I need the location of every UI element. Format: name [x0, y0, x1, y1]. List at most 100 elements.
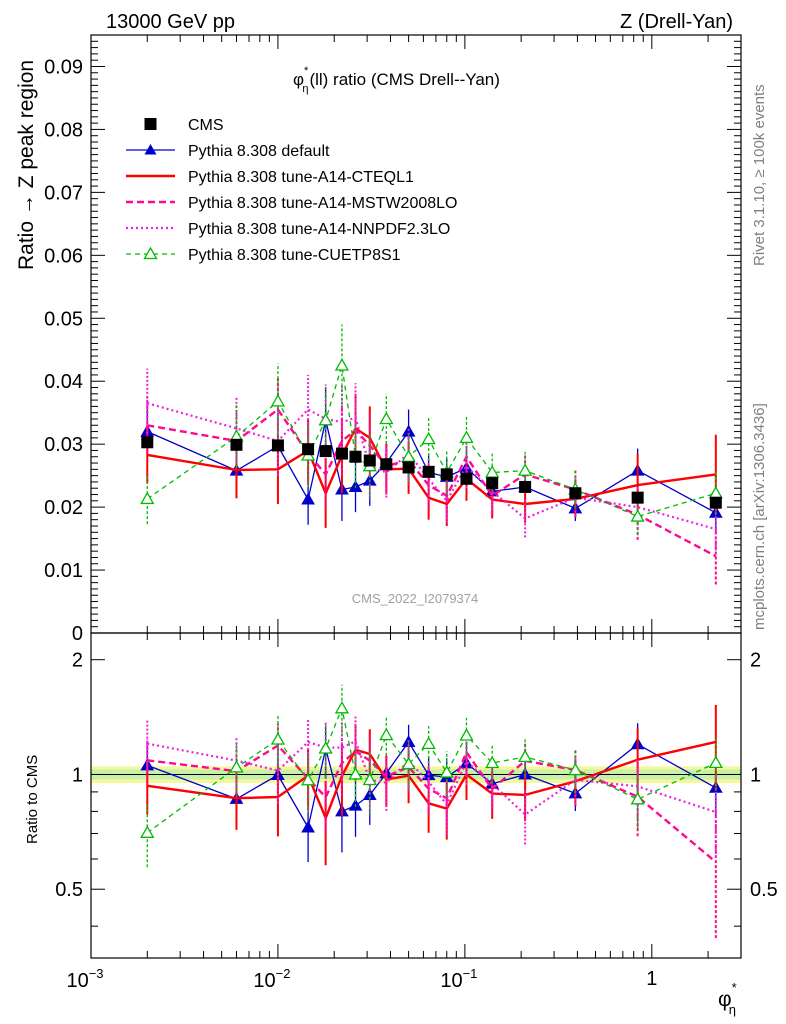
- main-y-tick-label: 0.01: [44, 560, 83, 582]
- series-line: [147, 419, 717, 514]
- data-marker: [379, 411, 394, 425]
- series-line: [147, 740, 717, 820]
- cms-data-point: [230, 438, 243, 451]
- legend-entry: Pythia 8.308 default: [126, 143, 330, 160]
- xlabel-sub: η: [729, 1002, 736, 1017]
- legend-entry: Pythia 8.308 tune-CUETP8S1: [126, 246, 401, 264]
- main-y-tick-label: 0.07: [44, 182, 83, 204]
- data-marker: [517, 749, 533, 763]
- legend-label: Pythia 8.308 tune-CUETP8S1: [188, 247, 401, 264]
- ratio-frame: [90, 632, 742, 959]
- main-y-tick-label: 0.09: [44, 56, 83, 78]
- x-tick-label: 10−1: [440, 966, 477, 992]
- legend-label: Pythia 8.308 tune-A14-CTEQL1: [188, 169, 414, 186]
- cms-data-point: [319, 445, 332, 458]
- legend-entry: CMS: [144, 117, 224, 134]
- ratio-y-tick-label: 2: [72, 650, 83, 672]
- legend-label: CMS: [188, 117, 224, 134]
- ratio-y-tick-label-right: 0.5: [750, 879, 778, 901]
- main-series: [140, 324, 723, 585]
- data-marker: [229, 760, 244, 773]
- data-marker: [379, 727, 394, 741]
- legend-entry: Pythia 8.308 tune-A14-MSTW2008LO: [126, 195, 457, 212]
- data-marker: [459, 430, 474, 444]
- data-marker: [421, 431, 436, 445]
- cms-data-point: [422, 465, 435, 478]
- header-right: Z (Drell-Yan): [620, 11, 733, 33]
- x-tick-label: 10−3: [66, 966, 103, 992]
- data-marker: [485, 465, 500, 478]
- cms-data-point: [486, 477, 499, 490]
- data-marker: [270, 732, 286, 745]
- data-marker: [630, 792, 645, 805]
- main-y-tick-label: 0.02: [44, 497, 83, 519]
- cms-data-point: [440, 468, 453, 481]
- data-marker: [270, 394, 286, 407]
- cms-data-point: [709, 496, 722, 509]
- data-marker: [401, 449, 416, 462]
- title-rest: (ll) ratio (CMS Drell--Yan): [309, 70, 499, 89]
- cms-data-point: [569, 487, 582, 500]
- legend-entry: Pythia 8.308 tune-A14-CTEQL1: [126, 169, 414, 186]
- data-marker: [318, 412, 333, 426]
- data-marker: [439, 765, 454, 778]
- cms-data-point: [460, 472, 473, 485]
- rivet-label: Rivet 3.1.10, ≥ 100k events: [751, 84, 768, 266]
- x-tick-exp: −1: [463, 966, 478, 981]
- legend-marker: [143, 246, 158, 260]
- cms-data-point: [302, 443, 315, 456]
- legend-label: Pythia 8.308 default: [188, 143, 330, 160]
- data-marker: [301, 492, 315, 505]
- data-marker: [140, 825, 155, 838]
- x-tick-base: 10: [66, 970, 88, 992]
- xlabel-sup: *: [732, 980, 737, 995]
- mcplots-label: mcplots.cern.ch [arXiv:1306.3436]: [751, 403, 768, 630]
- main-y-tick-label: 0.08: [44, 119, 83, 141]
- title-sub: η: [302, 83, 308, 95]
- legend: CMS Pythia 8.308 default Pythia 8.308 tune…: [126, 117, 457, 264]
- ratio-y-tick-label-right: 2: [750, 650, 761, 672]
- main-y-tick-label: 0.06: [44, 245, 83, 267]
- x-tick-label: 1: [646, 968, 657, 990]
- xlabel-phi: φ: [718, 988, 732, 1011]
- cms-data-point: [335, 447, 348, 460]
- main-y-tick-label: 0.04: [44, 371, 83, 393]
- main-ylabel: Ratio → Z peak region: [15, 60, 38, 270]
- cms-data-point: [402, 461, 415, 474]
- x-tick-exp: −3: [89, 966, 104, 981]
- series-line: [146, 707, 717, 834]
- main-y-tick-label: 0.05: [44, 308, 83, 330]
- data-marker: [300, 772, 316, 786]
- data-marker: [362, 772, 377, 786]
- x-tick-base: 10: [440, 970, 462, 992]
- ratio-ylabel: Ratio to CMS: [24, 755, 41, 844]
- series-line: [147, 402, 717, 531]
- series-line: [147, 741, 717, 829]
- data-marker: [140, 491, 155, 505]
- x-tick-label: 10−2: [253, 966, 290, 992]
- cms-data-point: [363, 454, 376, 467]
- data-marker: [301, 820, 315, 833]
- cms-data-point: [631, 491, 644, 504]
- data-marker: [401, 756, 416, 770]
- cms-data-point: [271, 439, 284, 452]
- ratio-y-tick-label: 1: [72, 764, 83, 786]
- cms-data-point: [349, 450, 362, 463]
- panel-title: φ* η(ll) ratio (CMS Drell--Yan): [293, 65, 500, 95]
- data-marker: [517, 463, 533, 476]
- series-line: [146, 364, 716, 518]
- legend-entry: Pythia 8.308 tune-A14-NNPDF2.3LO: [126, 221, 450, 238]
- data-marker: [568, 762, 583, 776]
- title-sup: *: [304, 65, 309, 77]
- ratio-series: [140, 684, 723, 939]
- data-marker: [334, 700, 350, 714]
- x-tick-base: 10: [253, 970, 275, 992]
- data-marker: [318, 741, 333, 754]
- cms-data-point: [519, 480, 532, 493]
- data-marker: [334, 358, 350, 371]
- watermark: CMS_2022_I2079374: [352, 591, 479, 606]
- legend-label: Pythia 8.308 tune-A14-NNPDF2.3LO: [188, 221, 450, 238]
- main-y-tick-label: 0.03: [44, 434, 83, 456]
- data-marker: [485, 755, 500, 769]
